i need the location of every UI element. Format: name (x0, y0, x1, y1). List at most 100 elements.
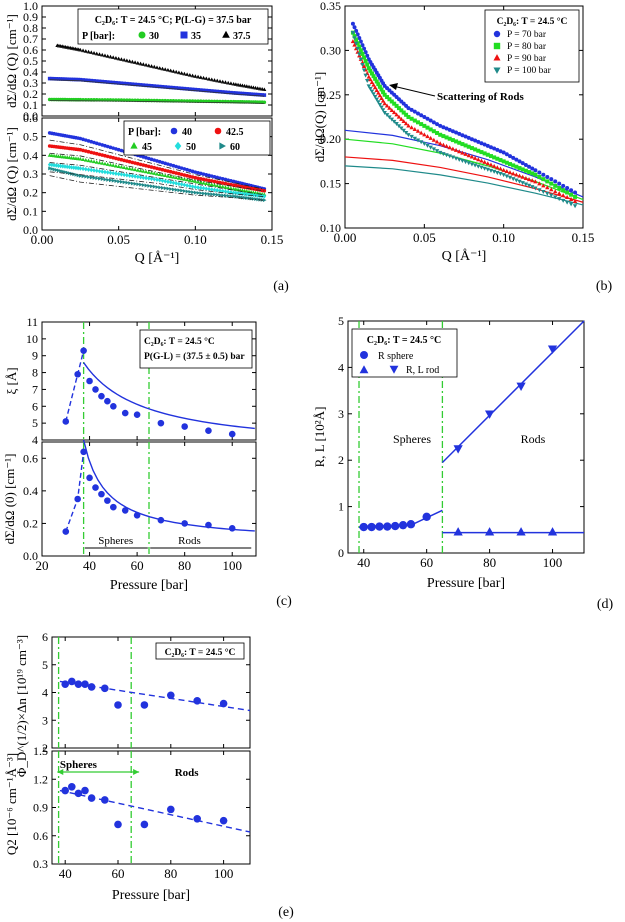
data-point (144, 83, 148, 88)
data-point (163, 173, 168, 178)
data-point (260, 93, 264, 97)
data-point (498, 149, 503, 154)
data-point (396, 114, 402, 119)
data-point (514, 157, 519, 162)
data-point (71, 165, 76, 170)
data-point (541, 172, 546, 177)
data-point (377, 93, 383, 98)
data-point (371, 74, 376, 79)
data-point (209, 89, 214, 93)
data-point (434, 139, 440, 144)
data-point (106, 177, 110, 182)
data-point (81, 166, 85, 172)
data-point (401, 110, 406, 115)
dashed-line (65, 350, 85, 422)
data-point (523, 162, 528, 167)
data-point (527, 164, 532, 169)
data-point (144, 183, 149, 188)
data-point (454, 139, 459, 144)
data-point (371, 82, 376, 87)
data-point (541, 183, 546, 188)
data-point (188, 174, 192, 179)
data-point (547, 527, 558, 536)
y-axis-label: dΣ/dΩ (Q) [cm⁻¹] (4, 127, 19, 221)
data-point (65, 77, 69, 82)
data-point (105, 144, 110, 149)
data-point (229, 90, 233, 95)
data-point (379, 87, 384, 92)
annotation-text: C₂D₆: T = 24.5 °C (165, 647, 236, 658)
fit-line (344, 138, 584, 201)
legend-label: R, L rod (406, 365, 439, 376)
data-point (479, 141, 484, 146)
data-point (97, 79, 102, 84)
data-point (74, 680, 83, 688)
data-point (394, 122, 399, 127)
chart-b: 0.10 0.15 0.20 0.25 0.30 0.35 0.00 0.05 0.10 0.15… (320, 0, 594, 245)
data-point (361, 68, 367, 73)
data-point (204, 186, 209, 192)
data-point (360, 43, 365, 48)
data-point (553, 195, 558, 200)
data-point (372, 94, 378, 99)
data-point (365, 53, 370, 58)
data-point (422, 142, 427, 147)
legend-marker (174, 141, 182, 151)
data-point (549, 187, 554, 192)
data-point (104, 397, 111, 405)
data-point (549, 181, 554, 186)
x-tick-label: 40 (59, 866, 72, 881)
data-point (220, 90, 225, 94)
data-point (553, 179, 558, 184)
data-point (207, 181, 212, 186)
fit-line (49, 100, 265, 104)
data-point (190, 169, 195, 174)
region-label-spheres: Spheres (60, 759, 98, 771)
data-point (207, 88, 211, 93)
y-tick-label: 6 (32, 399, 38, 413)
legend-marker (493, 42, 501, 50)
data-point (127, 166, 132, 171)
data-point (89, 150, 94, 155)
data-point (573, 194, 578, 199)
data-point (350, 39, 356, 44)
data-point (223, 189, 228, 194)
data-point (80, 347, 87, 354)
data-point (204, 88, 209, 93)
data-point (113, 163, 118, 168)
data-point (517, 179, 522, 184)
data-point (399, 126, 404, 131)
data-point (171, 163, 176, 168)
data-point (89, 78, 94, 83)
data-point (228, 525, 236, 532)
data-point (409, 125, 414, 130)
data-point (188, 87, 192, 91)
data-point (185, 87, 189, 91)
data-point (357, 35, 362, 40)
data-point (226, 193, 231, 198)
annotation-box (139, 329, 253, 369)
data-point (368, 86, 373, 91)
y-tick-label: 6 (42, 630, 48, 644)
data-point (199, 191, 203, 196)
data-point (537, 181, 542, 186)
data-point (501, 167, 506, 172)
data-point (358, 57, 364, 62)
data-point (220, 177, 225, 181)
data-point (258, 92, 262, 97)
data-point (422, 132, 427, 137)
y-tick-label: 3 (42, 713, 48, 727)
data-point (166, 179, 170, 185)
data-point (138, 174, 143, 180)
x-tick-label: 60 (420, 555, 433, 570)
data-point (365, 78, 370, 83)
data-point (166, 169, 170, 173)
data-point (158, 185, 162, 190)
data-point (193, 697, 201, 705)
legend-marker (130, 142, 138, 149)
data-point (62, 418, 70, 425)
data-point (122, 180, 127, 185)
data-point (447, 127, 452, 132)
data-point (138, 162, 143, 167)
data-point (71, 77, 76, 82)
